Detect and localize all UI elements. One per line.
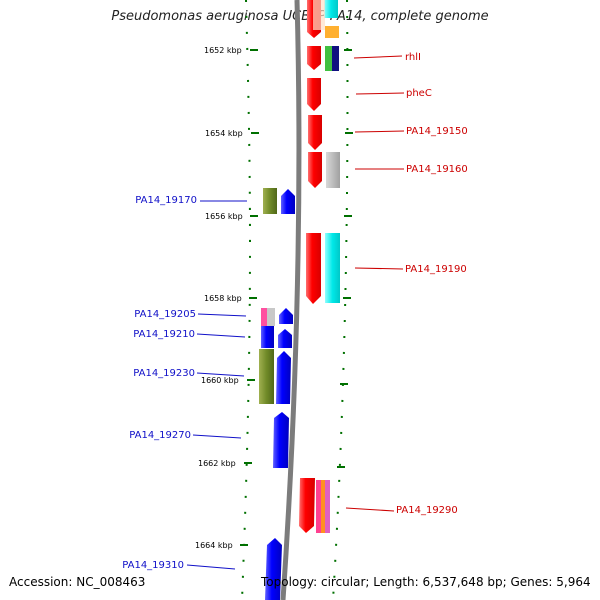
- gene-block-orange: [321, 480, 325, 533]
- tick-label-1660: 1660 kbp: [201, 376, 239, 385]
- leader-lines-right: [345, 55, 405, 512]
- tick-label-1654: 1654 kbp: [205, 129, 243, 138]
- gene-block-pink: [261, 308, 267, 326]
- outer-tick-marks: [337, 49, 353, 468]
- gene-label-pa14-19160[interactable]: PA14_19160: [406, 164, 468, 175]
- map-title: Pseudomonas aeruginosa UCBPP-PA14, compl…: [111, 9, 489, 24]
- gene-label-pa14-19310[interactable]: PA14_19310: [122, 560, 184, 571]
- gene-label-pa14-19205[interactable]: PA14_19205: [134, 309, 196, 320]
- gene-label-pa14-19270[interactable]: PA14_19270: [129, 430, 191, 441]
- gene-block: [308, 152, 322, 188]
- accession-text: Accession: NC_008463: [9, 575, 146, 589]
- tick-label-1664: 1664 kbp: [195, 541, 233, 550]
- left-track-features: [259, 188, 277, 404]
- gene-block: [281, 189, 295, 214]
- gene-block-green: [325, 46, 332, 71]
- tick-label-1656: 1656 kbp: [205, 212, 243, 221]
- gene-block-peach: [313, 0, 325, 30]
- topology-text: Topology: circular; Length: 6,537,648 bp…: [261, 575, 591, 589]
- gene-label-pa14-19150[interactable]: PA14_19150: [406, 126, 468, 137]
- genome-backbone: [280, 0, 302, 600]
- gene-label-pa14-19190[interactable]: PA14_19190: [405, 264, 467, 275]
- gene-block-pink: [316, 480, 321, 533]
- gene-block: [308, 115, 322, 150]
- gene-block: [307, 46, 321, 70]
- tick-label-1652: 1652 kbp: [204, 46, 242, 55]
- gene-block: [307, 78, 321, 111]
- gene-block-gray: [326, 152, 340, 188]
- gene-label-pa14-19230[interactable]: PA14_19230: [133, 368, 195, 379]
- gene-block-magenta: [325, 480, 330, 533]
- gene-block: [279, 308, 293, 324]
- leader-lines-left: [186, 200, 247, 570]
- forward-strand-genes: [299, 0, 322, 533]
- gene-block-orange: [325, 26, 339, 38]
- gene-label-phec[interactable]: pheC: [406, 88, 432, 99]
- gene-block: [265, 538, 282, 600]
- gene-block: [278, 329, 292, 348]
- tick-label-1658: 1658 kbp: [204, 294, 242, 303]
- right-track-features: [313, 0, 340, 533]
- gene-block: [299, 478, 315, 533]
- gene-label-rhli[interactable]: rhlI: [405, 52, 421, 63]
- gene-block-cyan: [324, 0, 338, 18]
- gene-block-olive: [259, 349, 274, 404]
- gene-block-gray: [267, 308, 275, 326]
- inner-guide-ring: [241, 0, 251, 600]
- gene-block-cyan: [325, 233, 340, 303]
- tick-label-1662: 1662 kbp: [198, 459, 236, 468]
- gene-label-pa14-19290[interactable]: PA14_19290: [396, 505, 458, 516]
- gene-block: [261, 326, 274, 348]
- reverse-strand-genes: [261, 189, 295, 600]
- gene-block-navy: [332, 46, 339, 71]
- gene-block: [276, 351, 291, 404]
- gene-block-olive: [263, 188, 277, 214]
- gene-block: [306, 233, 321, 304]
- gene-label-pa14-19170[interactable]: PA14_19170: [135, 195, 197, 206]
- gene-label-pa14-19210[interactable]: PA14_19210: [133, 329, 195, 340]
- gene-block: [273, 412, 289, 468]
